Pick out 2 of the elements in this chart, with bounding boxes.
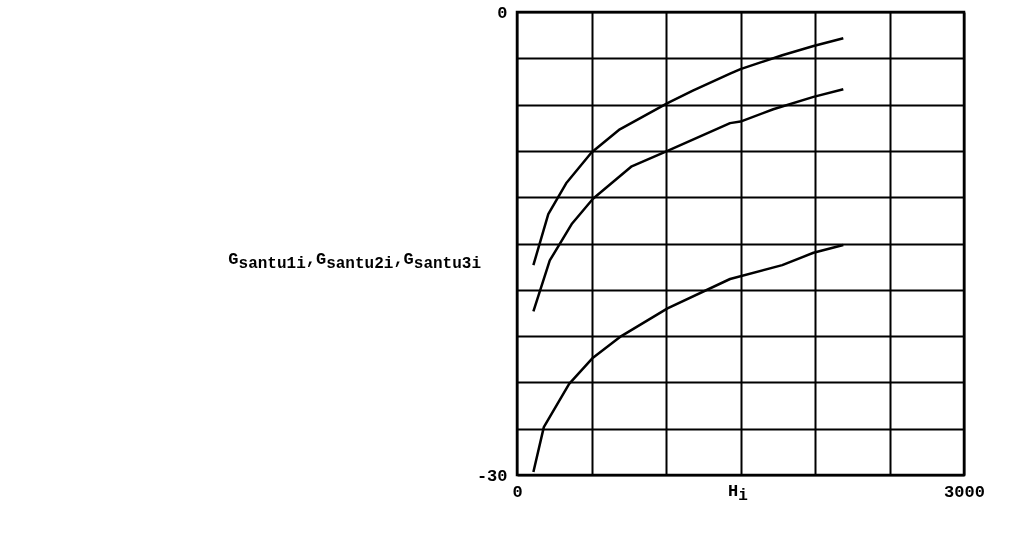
x-tick-label: 3000: [944, 482, 985, 502]
y-tick-label: -30: [476, 466, 508, 486]
